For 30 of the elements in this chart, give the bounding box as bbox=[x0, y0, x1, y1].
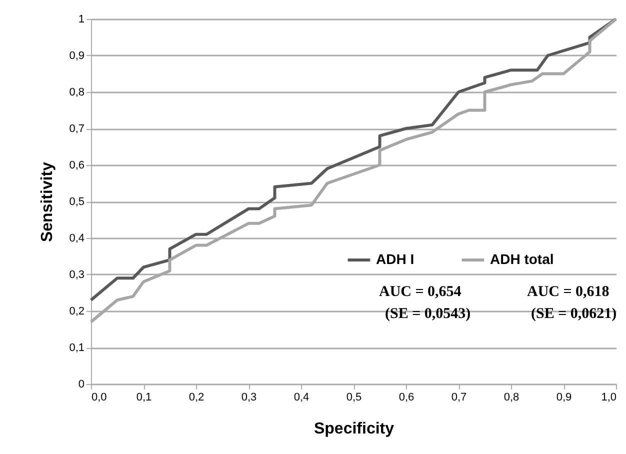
y-tick-label: 0,4 bbox=[69, 232, 84, 244]
x-tick-label: 0,1 bbox=[136, 392, 152, 404]
x-tick-label: 0,5 bbox=[346, 392, 362, 404]
y-tick-label: 0,2 bbox=[69, 306, 84, 318]
legend-label: ADH total bbox=[490, 251, 554, 267]
legend-label: ADH I bbox=[376, 251, 414, 267]
y-tick-label: 0,7 bbox=[69, 123, 84, 135]
y-tick-label: 0,8 bbox=[69, 86, 84, 98]
y-tick-label: 0,3 bbox=[69, 269, 84, 281]
x-tick-label: 0,3 bbox=[241, 392, 257, 404]
y-tick-label: 0,1 bbox=[69, 342, 84, 354]
x-tick-label: 1,0 bbox=[601, 392, 616, 404]
annotation: (SE = 0,0621) bbox=[531, 306, 617, 322]
y-tick-label: 0,6 bbox=[69, 160, 84, 172]
x-tick-label: 0,6 bbox=[398, 392, 414, 404]
x-tick-label: 0,7 bbox=[451, 392, 467, 404]
annotation: AUC = 0,618 bbox=[527, 284, 610, 300]
y-tick-label: 0,5 bbox=[69, 196, 84, 208]
y-tick-label: 0 bbox=[78, 378, 84, 390]
x-tick-label: 0,2 bbox=[188, 392, 204, 404]
x-tick-label: 0,4 bbox=[294, 392, 310, 404]
annotation: AUC = 0,654 bbox=[379, 284, 462, 300]
y-tick-label: 0,9 bbox=[69, 50, 84, 62]
x-tick-label: 0,0 bbox=[92, 392, 107, 404]
x-tick-label: 0,9 bbox=[556, 392, 572, 404]
y-tick-label: 1 bbox=[78, 14, 84, 26]
y-axis-title: Sensitivity bbox=[39, 162, 56, 242]
x-axis-title: Specificity bbox=[314, 420, 394, 438]
annotation: (SE = 0,0543) bbox=[385, 306, 471, 322]
x-tick-label: 0,8 bbox=[504, 392, 520, 404]
